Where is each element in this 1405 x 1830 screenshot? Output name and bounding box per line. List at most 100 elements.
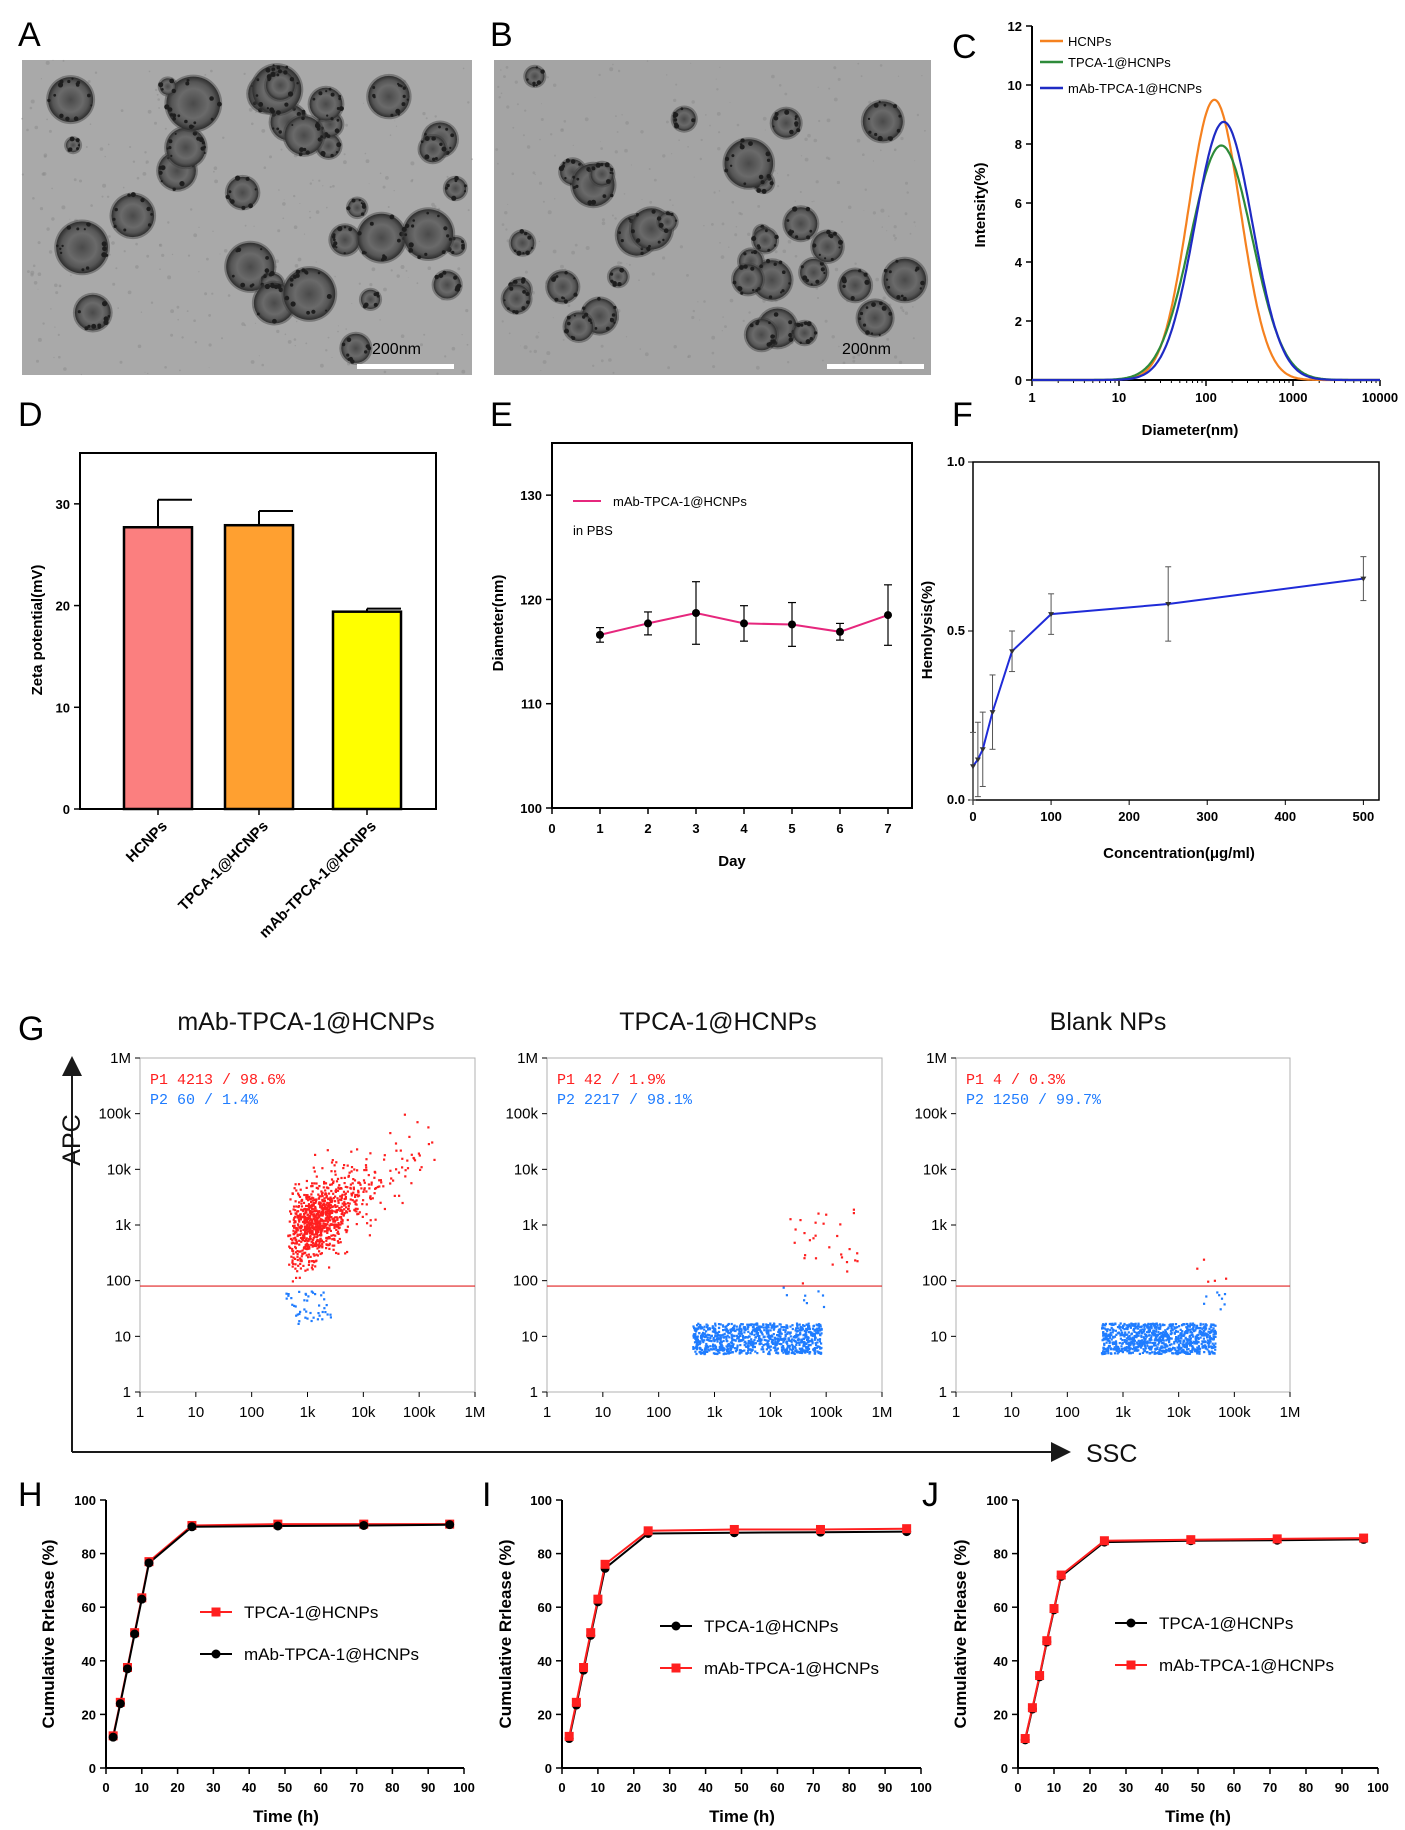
event-dot bbox=[765, 1330, 768, 1333]
event-dot bbox=[306, 1317, 309, 1320]
event-dot bbox=[712, 1336, 715, 1340]
event-dot bbox=[336, 1224, 339, 1227]
tem-dot bbox=[361, 250, 366, 255]
y-tick-label: 60 bbox=[82, 1600, 96, 1615]
tem-noise bbox=[193, 233, 198, 238]
event-dot bbox=[311, 1203, 314, 1206]
event-dot bbox=[294, 1305, 297, 1308]
event-dot bbox=[695, 1329, 698, 1332]
tem-noise bbox=[85, 146, 88, 148]
event-dot bbox=[816, 1338, 819, 1341]
bar-tpca-1-hcnps bbox=[223, 523, 295, 811]
event-dot bbox=[324, 1219, 327, 1222]
tem-dot bbox=[463, 190, 467, 193]
event-dot bbox=[340, 1213, 343, 1216]
event-dot bbox=[817, 1212, 820, 1215]
event-dot bbox=[735, 1349, 738, 1352]
y-tick-label: 40 bbox=[82, 1654, 96, 1669]
event-dot bbox=[1143, 1341, 1146, 1344]
event-dot bbox=[772, 1342, 775, 1345]
tem-noise bbox=[540, 370, 542, 371]
data-point bbox=[1056, 1570, 1066, 1580]
event-dot bbox=[745, 1342, 748, 1345]
event-dot bbox=[1194, 1337, 1197, 1340]
event-dot bbox=[1110, 1323, 1113, 1326]
event-dot bbox=[296, 1234, 299, 1237]
event-dot bbox=[696, 1343, 700, 1346]
dls-curve-hcnps bbox=[1032, 98, 1380, 382]
event-dot bbox=[1176, 1341, 1179, 1344]
event-dot bbox=[735, 1325, 738, 1328]
tem-noise bbox=[223, 249, 228, 253]
tem-noise bbox=[335, 89, 337, 91]
tem-noise bbox=[909, 232, 912, 235]
event-dot bbox=[726, 1347, 729, 1350]
event-dot bbox=[1133, 1347, 1136, 1350]
event-dot bbox=[399, 1149, 402, 1152]
event-dot bbox=[856, 1260, 859, 1263]
event-dot bbox=[720, 1334, 723, 1337]
tem-dot bbox=[453, 275, 458, 280]
event-dot bbox=[1212, 1327, 1215, 1330]
x-tick-label: 100k bbox=[810, 1404, 843, 1421]
legend: HCNPs TPCA-1@HCNPs mAb-TPCA-1@HCNPs bbox=[1040, 34, 1202, 96]
tem-noise bbox=[623, 193, 626, 195]
legend-label: mAb-TPCA-1@HCNPs bbox=[244, 1645, 419, 1664]
tem-noise bbox=[213, 170, 215, 173]
tem-dot bbox=[573, 277, 576, 280]
tem-dot bbox=[597, 297, 601, 301]
event-dot bbox=[296, 1250, 299, 1253]
y-tick-label: 4 bbox=[1015, 255, 1023, 270]
tem-noise bbox=[337, 330, 339, 333]
event-dot bbox=[714, 1332, 717, 1335]
scale-bar bbox=[827, 364, 924, 369]
tem-noise bbox=[261, 129, 266, 133]
tem-dot bbox=[610, 193, 614, 198]
event-dot bbox=[292, 1256, 295, 1259]
x-tick-label: 4 bbox=[740, 821, 748, 836]
tem-dot bbox=[86, 223, 88, 226]
tem-dot bbox=[503, 299, 506, 302]
event-dot bbox=[1195, 1327, 1198, 1330]
event-dot bbox=[698, 1325, 701, 1328]
y-axis-title: Diameter(nm) bbox=[490, 575, 507, 672]
tem-noise bbox=[585, 246, 590, 250]
gate-p1-label: P1 4 / 0.3% bbox=[966, 1072, 1066, 1089]
event-dot bbox=[427, 1126, 430, 1129]
tem-noise bbox=[269, 155, 272, 159]
event-dot bbox=[695, 1348, 699, 1351]
x-tick-label: 400 bbox=[1274, 809, 1296, 824]
tem-noise bbox=[275, 259, 280, 264]
event-dot bbox=[324, 1230, 327, 1233]
tem-dot bbox=[265, 67, 271, 73]
event-dot bbox=[1191, 1348, 1194, 1351]
event-dot bbox=[310, 1290, 313, 1293]
event-dot bbox=[810, 1334, 813, 1337]
event-dot bbox=[1199, 1327, 1202, 1330]
event-dot bbox=[1109, 1336, 1112, 1339]
tem-dot bbox=[338, 97, 342, 101]
tem-noise bbox=[868, 100, 872, 104]
tem-dot bbox=[810, 283, 813, 286]
event-dot bbox=[327, 1187, 330, 1190]
y-tick-label: 0.5 bbox=[947, 623, 965, 638]
tem-noise bbox=[512, 126, 515, 129]
event-dot bbox=[716, 1334, 719, 1337]
event-dot bbox=[307, 1216, 310, 1219]
event-dot bbox=[310, 1185, 313, 1188]
event-dot bbox=[318, 1185, 321, 1188]
tem-dot bbox=[59, 247, 62, 250]
tem-noise bbox=[55, 291, 59, 295]
event-dot bbox=[383, 1207, 386, 1211]
event-dot bbox=[322, 1291, 325, 1294]
event-dot bbox=[1156, 1346, 1159, 1349]
event-dot bbox=[1178, 1345, 1181, 1348]
event-dot bbox=[310, 1200, 313, 1204]
event-dot bbox=[1104, 1335, 1107, 1338]
event-dot bbox=[341, 1210, 344, 1214]
event-dot bbox=[791, 1324, 794, 1327]
tem-dot bbox=[240, 282, 246, 288]
event-dot bbox=[1190, 1333, 1193, 1337]
tem-noise bbox=[539, 138, 541, 141]
event-dot bbox=[1191, 1331, 1194, 1334]
